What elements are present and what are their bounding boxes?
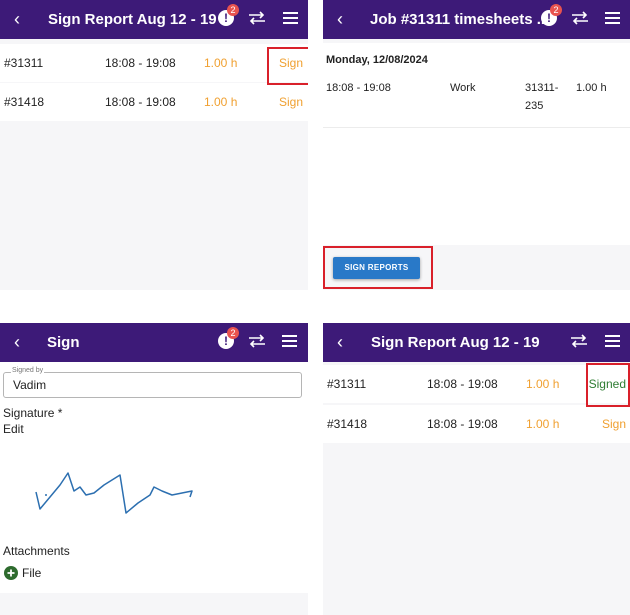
highlight-box — [267, 47, 308, 85]
job-number: #31418 — [4, 95, 45, 109]
page-title: Job #31311 timesheets ... — [370, 11, 550, 28]
job-number: #31311 — [4, 56, 44, 70]
alert-badge: 2 — [227, 4, 239, 16]
entry-code-line1: 31311- — [525, 82, 559, 94]
highlight-box — [323, 246, 433, 289]
edit-link[interactable]: Edit — [3, 422, 24, 436]
time-range: 18:08 - 19:08 — [427, 377, 498, 391]
chevron-left-icon[interactable]: ‹ — [14, 9, 20, 29]
sign-reports-button[interactable]: SIGN REPORTS — [333, 257, 420, 279]
sign-report-screen-after: ‹ Sign Report Aug 12 - 19 #31311 18:08 -… — [323, 323, 630, 615]
hamburger-menu-icon[interactable] — [605, 335, 620, 347]
timesheet-card: Monday, 12/08/2024 18:08 - 19:08 Work 31… — [323, 43, 630, 245]
signed-by-label: Signed by — [11, 367, 45, 374]
job-number: #31311 — [327, 377, 367, 391]
entry-hours: 1.00 h — [576, 82, 607, 94]
report-row[interactable]: #31311 18:08 - 19:08 1.00 h Signed — [323, 365, 630, 403]
hamburger-menu-icon[interactable] — [605, 12, 620, 24]
entry-time: 18:08 - 19:08 — [326, 82, 391, 94]
app-header: ‹ Sign Report Aug 12 - 19 — [323, 323, 630, 362]
plus-circle-icon — [4, 566, 18, 580]
app-header: ‹ Job #31311 timesheets ... ! 2 — [323, 0, 630, 39]
file-label: File — [22, 566, 42, 580]
signature-label: Signature * — [3, 406, 63, 420]
hours-value: 1.00 h — [204, 56, 238, 70]
job-number: #31418 — [327, 417, 368, 431]
alert-badge: 2 — [550, 4, 562, 16]
job-timesheets-screen: ‹ Job #31311 timesheets ... ! 2 Monday, … — [323, 0, 630, 290]
app-header: ‹ Sign ! 2 — [0, 323, 308, 362]
signature-canvas[interactable] — [30, 447, 200, 537]
time-range: 18:08 - 19:08 — [427, 417, 498, 431]
page-title: Sign Report Aug 12 - 19 — [371, 334, 540, 351]
time-range: 18:08 - 19:08 — [105, 56, 176, 70]
entry-code-line2: 235 — [525, 100, 544, 112]
sign-screen: ‹ Sign ! 2 Signed by Vadim Signature * E… — [0, 323, 308, 615]
chevron-left-icon[interactable]: ‹ — [337, 9, 343, 29]
report-row[interactable]: #31418 18:08 - 19:08 1.00 h Sign — [0, 83, 308, 121]
hamburger-menu-icon[interactable] — [282, 335, 297, 347]
divider — [323, 127, 630, 128]
chevron-left-icon[interactable]: ‹ — [14, 332, 20, 352]
signed-by-value: Vadim — [13, 378, 47, 392]
entry-type: Work — [450, 82, 476, 94]
sign-report-screen: ‹ Sign Report Aug 12 - 19 ! 2 #31311 18:… — [0, 0, 308, 290]
timesheet-content: Monday, 12/08/2024 18:08 - 19:08 Work 31… — [323, 39, 630, 290]
swap-arrows-icon[interactable] — [248, 334, 266, 348]
time-range: 18:08 - 19:08 — [105, 95, 176, 109]
signed-status: Signed — [588, 377, 626, 391]
report-row[interactable]: #31311 18:08 - 19:08 1.00 h Sign — [0, 44, 308, 82]
report-list: #31311 18:08 - 19:08 1.00 h Sign #31418 … — [0, 39, 308, 290]
alert-icon[interactable]: ! 2 — [541, 4, 562, 26]
swap-arrows-icon[interactable] — [570, 334, 588, 348]
hours-value: 1.00 h — [526, 417, 560, 431]
hours-value: 1.00 h — [526, 377, 560, 391]
report-list: #31311 18:08 - 19:08 1.00 h Signed #3141… — [323, 362, 630, 615]
sign-form: Signed by Vadim Signature * Edit Attachm… — [0, 362, 308, 615]
page-title: Sign — [47, 334, 80, 351]
hamburger-menu-icon[interactable] — [283, 12, 298, 24]
date-heading: Monday, 12/08/2024 — [326, 54, 428, 66]
app-header: ‹ Sign Report Aug 12 - 19 ! 2 — [0, 0, 308, 39]
alert-icon[interactable]: ! 2 — [218, 327, 239, 349]
form-footer — [0, 593, 308, 615]
report-row[interactable]: #31418 18:08 - 19:08 1.00 h Sign — [323, 405, 630, 443]
highlight-box — [586, 363, 630, 407]
sign-link[interactable]: Sign — [278, 95, 303, 109]
sign-link[interactable]: Sign — [601, 417, 626, 431]
swap-arrows-icon[interactable] — [571, 11, 589, 25]
hours-value: 1.00 h — [204, 95, 238, 109]
signed-by-field[interactable]: Signed by Vadim — [3, 367, 302, 398]
sign-link[interactable]: Sign — [278, 56, 303, 70]
swap-arrows-icon[interactable] — [248, 11, 266, 25]
attachments-label: Attachments — [3, 544, 70, 558]
alert-icon[interactable]: ! 2 — [218, 4, 239, 26]
chevron-left-icon[interactable]: ‹ — [337, 332, 343, 352]
page-title: Sign Report Aug 12 - 19 — [48, 11, 217, 28]
alert-badge: 2 — [227, 327, 239, 339]
